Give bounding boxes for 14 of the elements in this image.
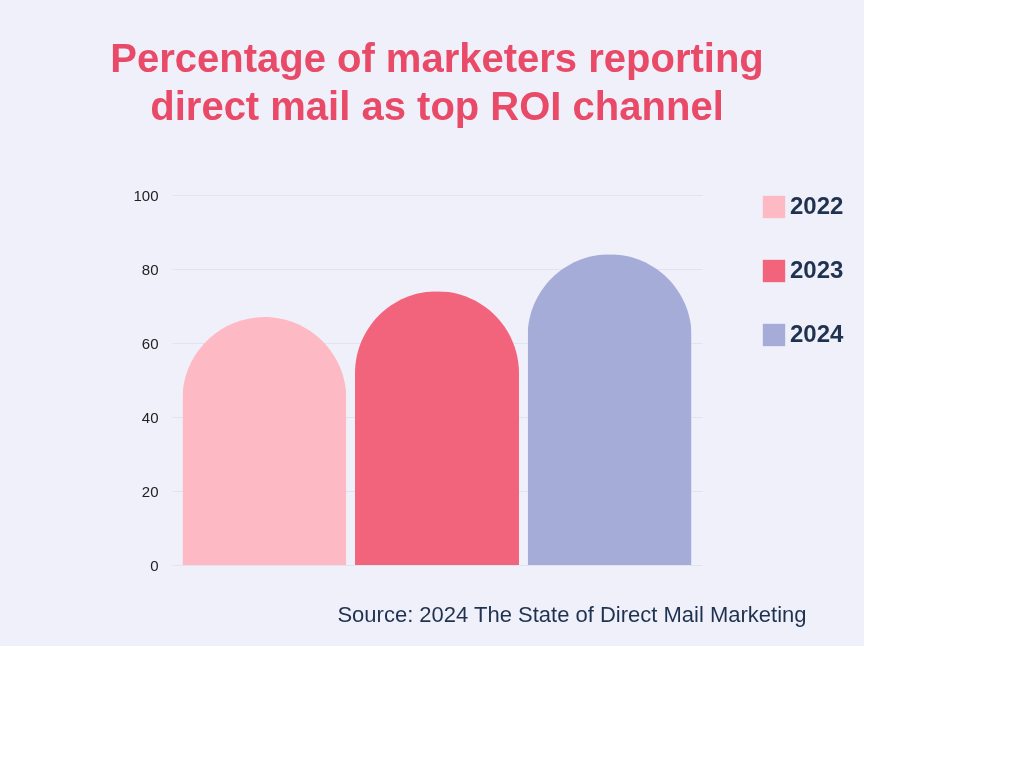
y-tick-label: 0 [150,556,159,574]
y-tick-label: 60 [141,334,159,352]
y-tick-label: 100 [133,186,159,204]
chart-title: Percentage of marketers reporting direct mail as top ROI channel [110,36,764,128]
bar [355,291,519,565]
bar [527,254,692,565]
legend-label: 2023 [790,256,844,283]
source-note: Source: 2024 The State of Direct Mail Marketing [337,602,807,627]
bar [182,317,347,565]
legend-label: 2024 [790,320,845,347]
y-tick-label: 80 [141,260,159,278]
y-tick-label: 20 [141,482,159,500]
y-tick-label: 40 [141,408,159,426]
legend-label: 2022 [790,192,844,219]
